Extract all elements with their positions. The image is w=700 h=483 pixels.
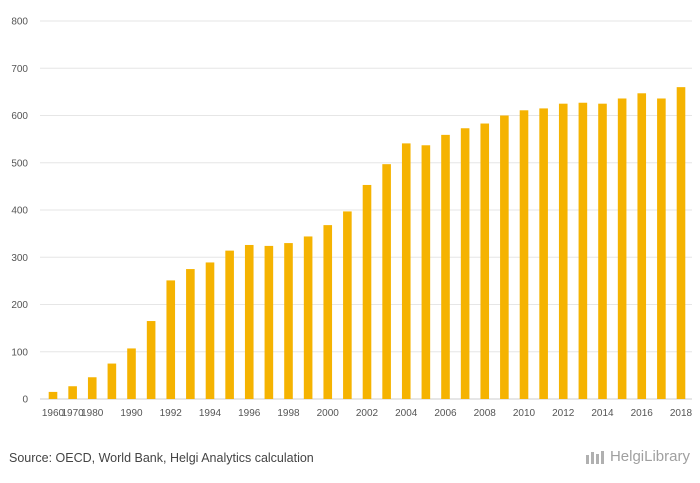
bar-1989[interactable] (107, 363, 117, 399)
bar-2007[interactable] (460, 128, 470, 399)
bar-2003[interactable] (382, 164, 391, 399)
bar-1993[interactable] (186, 269, 195, 399)
brand-name: HelgiLibrary (609, 448, 690, 465)
y-tick-label: 100 (11, 347, 28, 358)
bar-1999[interactable] (303, 236, 313, 399)
y-tick-label: 800 (11, 17, 28, 28)
bars (48, 87, 686, 400)
bar-1996[interactable] (244, 244, 254, 399)
bar-2010[interactable] (519, 110, 529, 400)
bar-2006[interactable] (441, 134, 450, 399)
bar-2012[interactable] (558, 103, 568, 399)
bar-1998[interactable] (284, 243, 293, 399)
x-tick-label: 1990 (120, 408, 143, 419)
bar-2002[interactable] (362, 184, 372, 399)
bar-1960[interactable] (48, 391, 58, 399)
source-note: Source: OECD, World Bank, Helgi Analytic… (9, 451, 314, 465)
x-tick-label: 2006 (434, 408, 457, 419)
brand[interactable]: HelgiLibrary (585, 448, 690, 465)
x-tick-label: 1970 (62, 408, 85, 419)
x-tick-label: 1994 (199, 408, 222, 419)
x-tick-label: 2002 (356, 408, 379, 419)
bar-1994[interactable] (205, 262, 215, 399)
bar-1991[interactable] (146, 321, 156, 399)
y-tick-label: 0 (22, 395, 28, 406)
bar-2004[interactable] (401, 143, 411, 399)
bar-2016[interactable] (637, 93, 647, 399)
x-tick-label: 1980 (81, 408, 104, 419)
x-tick-label: 2014 (591, 408, 614, 419)
bar-2000[interactable] (323, 225, 333, 399)
bar-1997[interactable] (264, 245, 274, 399)
x-tick-label: 1992 (160, 408, 183, 419)
y-tick-label: 600 (11, 111, 28, 122)
bar-2018[interactable] (676, 87, 686, 400)
bar-2009[interactable] (500, 115, 509, 400)
y-axis-ticks: 0 100 200 300 400 500 600 700 800 (11, 17, 28, 406)
y-tick-label: 400 (11, 206, 28, 217)
x-tick-label: 2012 (552, 408, 575, 419)
bar-2008[interactable] (480, 123, 490, 399)
bar-1995[interactable] (225, 250, 234, 399)
x-tick-label: 1998 (277, 408, 300, 419)
x-tick-label: 1996 (238, 408, 261, 419)
x-tick-label: 2008 (474, 408, 497, 419)
y-tick-label: 300 (11, 253, 28, 264)
bar-2005[interactable] (421, 145, 431, 399)
footer: Source: OECD, World Bank, Helgi Analytic… (0, 445, 700, 483)
y-tick-label: 200 (11, 300, 28, 311)
bar-2013[interactable] (578, 102, 588, 400)
x-tick-label: 1960 (42, 408, 65, 419)
bar-1990[interactable] (127, 348, 136, 399)
x-tick-label: 2018 (670, 408, 693, 419)
library-logo-icon (585, 450, 604, 464)
bar-1970[interactable] (68, 386, 77, 399)
y-tick-label: 700 (11, 64, 28, 75)
bar-1992[interactable] (166, 280, 176, 399)
bar-2015[interactable] (617, 98, 627, 400)
x-tick-label: 2010 (513, 408, 536, 419)
x-tick-label: 2000 (317, 408, 340, 419)
bar-1980[interactable] (87, 377, 97, 399)
bar-2011[interactable] (539, 108, 548, 399)
x-tick-label: 2004 (395, 408, 418, 419)
y-tick-label: 500 (11, 158, 28, 169)
bar-2001[interactable] (343, 211, 352, 399)
x-tick-label: 2016 (631, 408, 654, 419)
bar-2017[interactable] (657, 98, 666, 400)
bar-2014[interactable] (598, 103, 607, 399)
